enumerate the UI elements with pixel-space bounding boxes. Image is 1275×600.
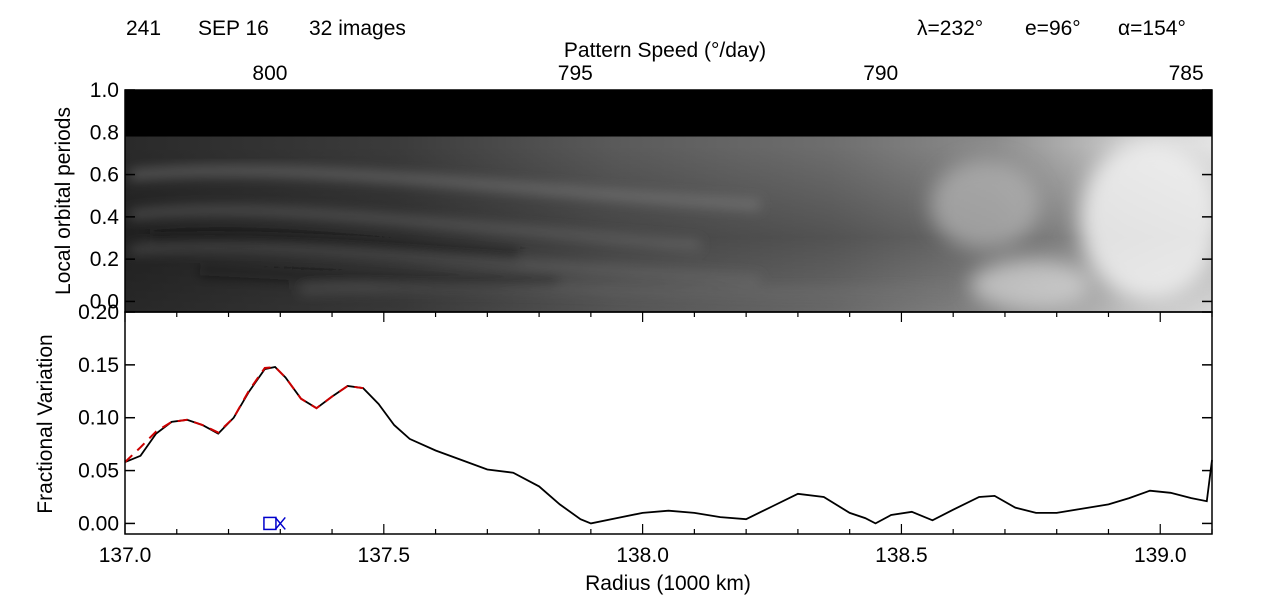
fit-line bbox=[124, 365, 364, 463]
heatmap-panel bbox=[125, 90, 1212, 312]
heatmap-y-tick-label: 0.8 bbox=[90, 121, 119, 144]
bottom-tick-label: 137.5 bbox=[358, 544, 411, 567]
profile-y-tick-label: 0.00 bbox=[78, 512, 119, 535]
bright-patch bbox=[1080, 140, 1212, 300]
profile-plot bbox=[124, 365, 1213, 531]
profile-line bbox=[124, 366, 1213, 525]
heatmap-y-tick-label: 0.4 bbox=[90, 206, 120, 229]
heatmap-y-tick-label: 0.6 bbox=[90, 164, 119, 187]
profile-frame bbox=[124, 311, 1213, 535]
bottom-tick-label: 138.5 bbox=[875, 544, 928, 567]
x-marker-stroke bbox=[274, 516, 286, 530]
bright-patch bbox=[930, 160, 1040, 250]
heatmap-y-title: Local orbital periods bbox=[52, 107, 75, 295]
profile-y-tick-label: 0.05 bbox=[78, 460, 119, 483]
streak bbox=[129, 166, 761, 210]
emission-angle: e=96° bbox=[1025, 17, 1081, 40]
bottom-tick-label: 138.0 bbox=[616, 544, 669, 567]
top-tick-label: 795 bbox=[558, 62, 593, 85]
x-marker bbox=[274, 516, 286, 530]
phase-angle: α=154° bbox=[1118, 17, 1186, 40]
top-tick-label: 785 bbox=[1169, 62, 1204, 85]
heatmap-y-ticks: 0.0 0.2 0.4 0.6 0.8 1.0 bbox=[90, 79, 1212, 313]
profile-y-tick-label: 0.20 bbox=[78, 301, 119, 324]
observation-date: SEP 16 bbox=[198, 17, 269, 40]
square-marker bbox=[263, 516, 277, 531]
heatmap-bright-patches bbox=[930, 140, 1212, 310]
top-axis-title: Pattern Speed (°/day) bbox=[564, 39, 766, 62]
heatmap-masked-region bbox=[125, 90, 1212, 137]
image-count: 32 images bbox=[309, 17, 406, 40]
heatmap-y-tick-label: 1.0 bbox=[90, 79, 119, 102]
heatmap-y-tick-label: 0.0 bbox=[90, 290, 119, 313]
top-tick-label: 800 bbox=[252, 62, 287, 85]
heatmap-streaks bbox=[129, 166, 951, 297]
profile-y-title: Fractional Variation bbox=[34, 334, 57, 513]
streak bbox=[129, 206, 701, 249]
bottom-ticks: 137.0 137.5 138.0 138.5 139.0 bbox=[99, 312, 1213, 567]
profile-y-ticks: 0.00 0.05 0.10 0.15 0.20 bbox=[78, 301, 1212, 535]
heatmap-y-tick-label: 0.2 bbox=[90, 248, 119, 271]
bright-patch bbox=[970, 260, 1090, 310]
streak bbox=[129, 243, 761, 284]
top-ticks: 800 795 790 785 bbox=[252, 62, 1204, 99]
lambda-value: λ=232° bbox=[917, 17, 983, 40]
bottom-axis-title: Radius (1000 km) bbox=[585, 572, 751, 595]
profile-y-tick-label: 0.15 bbox=[78, 354, 119, 377]
orbit-number: 241 bbox=[126, 17, 161, 40]
streak bbox=[149, 231, 521, 262]
profile-y-tick-label: 0.10 bbox=[78, 407, 119, 430]
top-tick-label: 790 bbox=[863, 62, 898, 85]
bottom-tick-label: 137.0 bbox=[99, 544, 152, 567]
bottom-tick-label: 139.0 bbox=[1134, 544, 1187, 567]
streak bbox=[299, 283, 951, 297]
streak bbox=[199, 264, 561, 288]
